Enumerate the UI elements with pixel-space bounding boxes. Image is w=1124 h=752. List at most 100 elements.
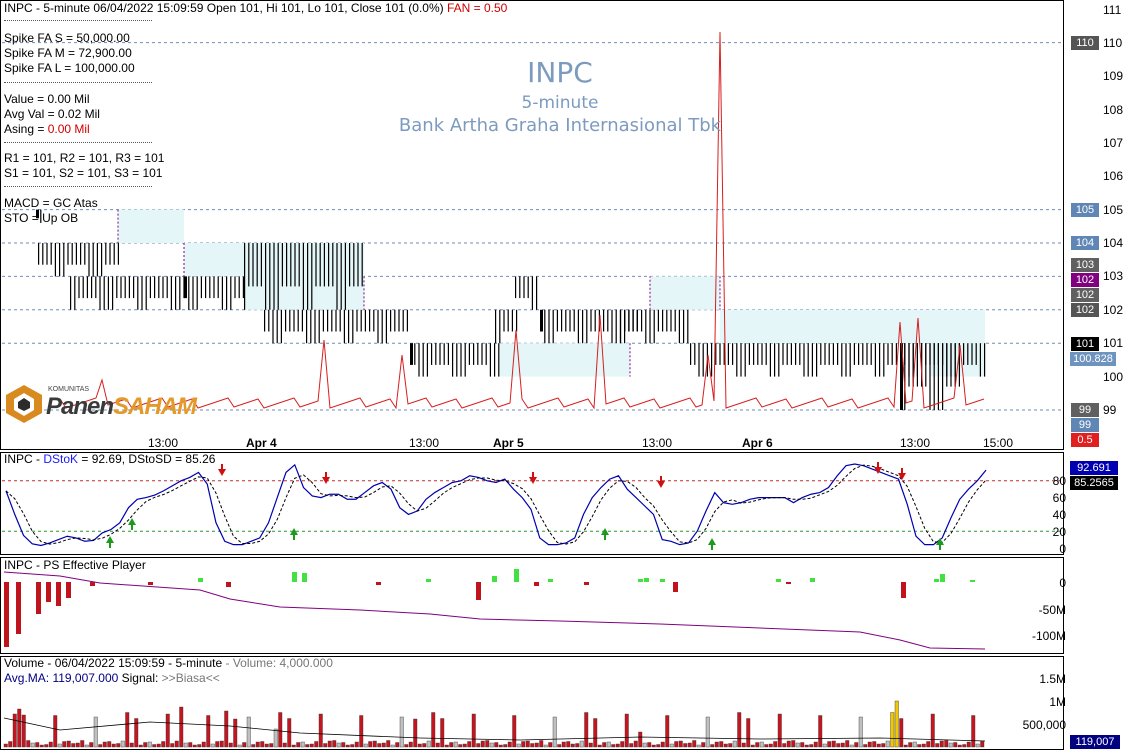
price-zone	[650, 276, 720, 310]
candle	[234, 276, 236, 299]
price-zone	[500, 343, 630, 377]
volume-bar	[120, 740, 125, 748]
candle	[485, 343, 487, 365]
candle	[170, 276, 172, 310]
candle	[816, 343, 818, 377]
candle	[895, 343, 897, 365]
volume-bar	[741, 742, 746, 748]
volume-bar	[39, 744, 44, 748]
volume-bar	[669, 743, 674, 748]
ps-bar	[584, 582, 589, 585]
volume-bar	[687, 742, 692, 748]
candle	[36, 209, 39, 219]
volume-bar	[728, 743, 733, 748]
price-header: INPC - 5-minute 06/04/2022 15:09:59 Open…	[4, 1, 507, 16]
candle	[507, 309, 509, 332]
divider	[4, 82, 152, 83]
candle	[641, 309, 643, 332]
sto-tick: 20	[1052, 525, 1066, 539]
volume-bar	[462, 743, 467, 748]
candle	[260, 243, 262, 287]
candle	[908, 343, 910, 387]
volume-bar	[926, 741, 931, 748]
buy-arrow	[128, 518, 136, 525]
candle	[649, 309, 651, 344]
volume-bar	[300, 741, 305, 748]
candle	[80, 243, 82, 265]
volume-bar	[350, 744, 355, 748]
candle	[377, 309, 379, 344]
volume-bar	[224, 710, 229, 748]
candle	[711, 343, 713, 377]
volume-bar	[309, 743, 314, 748]
candle	[217, 276, 219, 299]
volume-bar	[804, 744, 809, 748]
candle	[277, 243, 279, 310]
volume-bar	[449, 742, 454, 748]
candle	[99, 276, 101, 310]
pane-frame	[0, 452, 1064, 555]
candle	[414, 343, 416, 365]
volume-bar	[579, 740, 584, 748]
ps-cumulative-line	[3, 571, 986, 650]
price-tick: 99	[1103, 403, 1117, 417]
volume-bar	[237, 744, 242, 748]
candle	[732, 343, 734, 365]
volume-bar	[44, 744, 49, 748]
candle	[332, 243, 334, 287]
volume-bar	[377, 743, 382, 748]
volume-bar	[201, 741, 206, 748]
candle	[50, 243, 52, 265]
volume-bar	[296, 742, 301, 748]
candle	[38, 243, 40, 265]
volume-bar	[206, 715, 211, 748]
volume-bar	[773, 741, 778, 748]
price-tick: 101	[1103, 336, 1124, 350]
sell-arrow-stem	[532, 472, 534, 477]
candle	[740, 343, 742, 377]
asing-value: 0.00 Mil	[47, 122, 90, 136]
volume-bar	[147, 741, 152, 748]
volume-bar	[156, 743, 161, 748]
ps-header: INPC - PS Effective Player	[4, 558, 146, 572]
ps-bar	[476, 582, 481, 600]
candle	[803, 343, 805, 377]
candle	[124, 276, 126, 299]
volume-bar	[255, 741, 260, 748]
volume-bar	[125, 712, 130, 748]
watermark-ticker: INPC	[527, 56, 593, 89]
candle	[900, 343, 903, 410]
candle	[690, 343, 692, 365]
fan-label: FAN = 0.50	[446, 1, 508, 15]
buy-arrow	[290, 528, 298, 535]
ps-bar	[46, 582, 51, 602]
candle	[71, 243, 73, 265]
candle	[348, 309, 350, 344]
volume-bar	[188, 742, 193, 748]
candle	[361, 243, 363, 287]
volume-bar	[170, 743, 175, 748]
candle	[456, 343, 458, 377]
candle	[516, 309, 518, 332]
candle	[645, 309, 647, 344]
candle	[133, 276, 135, 299]
candle	[117, 243, 119, 265]
volume-bar	[849, 744, 854, 748]
candle	[975, 343, 977, 365]
candle	[281, 243, 283, 287]
volume-bar	[678, 740, 683, 748]
volume-bar	[903, 744, 908, 748]
volume-bar	[363, 743, 368, 748]
candle	[435, 343, 437, 365]
candle	[314, 309, 316, 344]
volume-bar	[246, 716, 251, 748]
volume-bar	[543, 744, 548, 748]
volume-bar	[539, 740, 544, 748]
candle	[782, 343, 784, 365]
buy-arrow-stem	[939, 545, 941, 550]
volume-bar	[264, 743, 269, 748]
candle	[862, 343, 864, 365]
candle	[276, 309, 278, 344]
volume-bar	[174, 740, 179, 748]
price-tick: 100	[1103, 370, 1124, 384]
